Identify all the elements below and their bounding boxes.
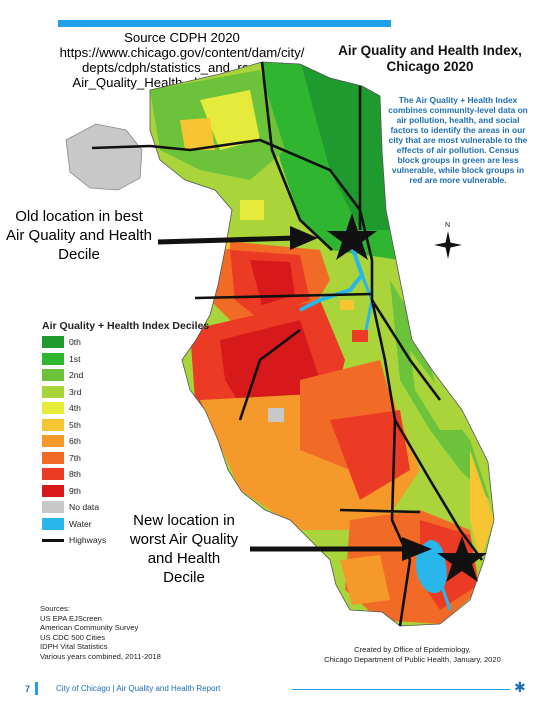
footer-report: Air Quality and Health Report xyxy=(116,684,221,693)
annotation-arrows xyxy=(157,226,432,561)
legend-label: 9th xyxy=(69,485,81,496)
legend-label: 6th xyxy=(69,436,81,446)
legend-title: Air Quality + Health Index Deciles xyxy=(42,320,210,332)
legend-label: 1st xyxy=(69,353,81,364)
legend-label: 0th xyxy=(69,337,81,347)
footer-title: City of Chicago | Air Quality and Health… xyxy=(56,684,220,693)
source-line: American Community Survey xyxy=(40,623,139,632)
legend-label: 4th xyxy=(69,403,81,413)
map-title-line2: Chicago 2020 xyxy=(386,59,474,74)
legend-item: 2nd xyxy=(42,369,162,381)
legend-swatch xyxy=(42,352,64,365)
legend-item: Water xyxy=(42,517,162,530)
legend-label: Highways xyxy=(69,535,107,545)
footer-separator: | xyxy=(112,684,115,693)
new-location-star xyxy=(437,536,487,582)
legend-item: 6th xyxy=(42,435,162,447)
source-line: US CDC 500 Cities xyxy=(40,632,105,642)
sources-heading: Sources: xyxy=(40,604,70,613)
legend-label: Water xyxy=(69,518,92,529)
credit-line1: Created by Office of Epidemiology, xyxy=(354,645,471,654)
footer-org: City of Chicago xyxy=(56,684,111,693)
legend-label: 5th xyxy=(69,419,81,430)
highways xyxy=(91,61,484,627)
decile-areas xyxy=(150,62,494,626)
legend-swatch xyxy=(42,484,64,497)
map-title-line1: Air Quality and Health Index, xyxy=(338,43,522,58)
sources-block: Sources: US EPA EJScreen American Commun… xyxy=(40,604,161,661)
legend-swatch xyxy=(42,336,64,348)
source-line: US EPA EJScreen xyxy=(40,613,102,623)
legend-swatch xyxy=(42,517,64,530)
legend-item: 8th xyxy=(42,468,162,480)
page-number: 7 xyxy=(25,684,31,694)
credit-block: Created by Office of Epidemiology, Chica… xyxy=(300,645,525,664)
legend-label: No data xyxy=(69,502,100,512)
credit-line2: Chicago Department of Public Health, Jan… xyxy=(324,654,501,664)
legend-item: 3rd xyxy=(42,385,162,398)
legend-item: 7th xyxy=(42,451,162,464)
legend-item: 0th xyxy=(42,336,162,348)
legend-label: 2nd xyxy=(69,370,84,380)
compass-rose xyxy=(434,231,462,259)
legend-swatch xyxy=(42,418,64,431)
no-data-region xyxy=(65,123,143,191)
footer-rule xyxy=(292,689,510,690)
legend-swatch xyxy=(42,435,64,447)
legend-item: No data xyxy=(42,501,162,513)
old-location-label: Old location in best Air Quality and Hea… xyxy=(6,208,152,263)
legend-item: 9th xyxy=(42,484,162,497)
legend-swatch xyxy=(42,501,64,513)
legend-swatch xyxy=(42,468,64,480)
legend-swatch xyxy=(42,385,64,398)
legend-item: 4th xyxy=(42,402,162,414)
compass-north-label: N xyxy=(445,222,451,229)
legend-label: 3rd xyxy=(69,386,82,397)
legend-swatch xyxy=(42,402,64,414)
legend-item: Highways xyxy=(42,534,162,546)
legend-label: 7th xyxy=(69,452,81,463)
legend-item: 1st xyxy=(42,352,162,365)
source-line: IDPH Vital Statistics xyxy=(40,642,108,651)
map-title: Air Quality and Health Index, Chicago 20… xyxy=(330,43,530,75)
star-icon: ✱ xyxy=(514,679,526,695)
map-description: The Air Quality + Health Index combines … xyxy=(388,95,528,185)
source-line: Various years combined, 2011-2018 xyxy=(40,651,161,661)
highway-line-swatch xyxy=(42,539,64,542)
top-accent-bar xyxy=(58,20,391,27)
legend-swatch xyxy=(42,369,64,381)
new-location-label: New location in worst Air Quality and He… xyxy=(129,512,239,586)
old-location-star xyxy=(327,213,377,260)
legend-swatch xyxy=(42,451,64,464)
legend-label: 8th xyxy=(69,469,81,479)
legend-item: 5th xyxy=(42,418,162,431)
page-accent-bar xyxy=(35,682,38,695)
